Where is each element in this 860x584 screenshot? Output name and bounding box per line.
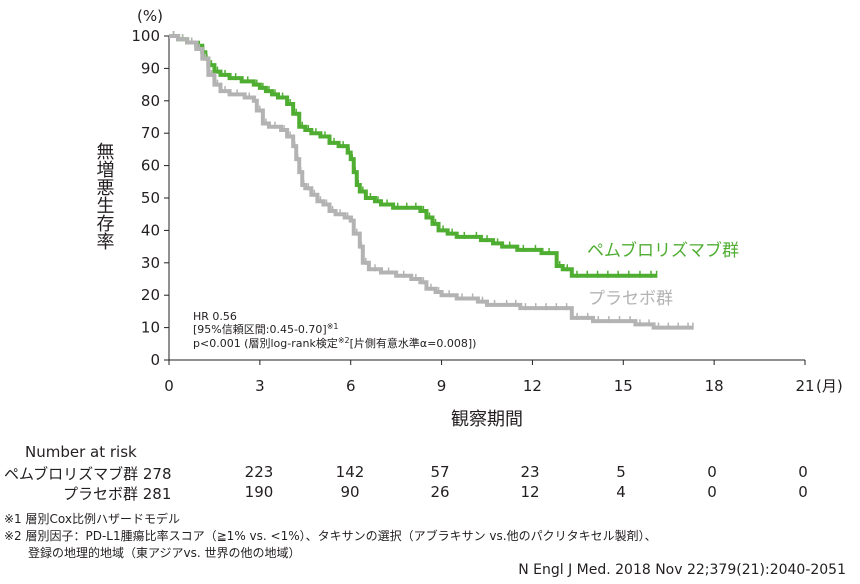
source-citation: N Engl J Med. 2018 Nov 22;379(21):2040-2… bbox=[518, 562, 846, 578]
y-axis-title: 無増悪生存率 bbox=[94, 142, 115, 250]
x-tick-label: 21 bbox=[795, 377, 814, 395]
y-unit-label: (%) bbox=[137, 7, 163, 25]
x-unit-label: (月) bbox=[816, 377, 843, 395]
km-curve-1 bbox=[169, 34, 693, 330]
risk-cell: 190 bbox=[244, 483, 274, 501]
risk-cell: 0 bbox=[707, 483, 717, 501]
legend-placebo: プラセボ群 bbox=[588, 289, 673, 309]
x-tick-label: 12 bbox=[523, 377, 542, 395]
risk-cell: 0 bbox=[798, 483, 808, 501]
footnote-1: ※1 層別Cox比例ハザードモデル bbox=[4, 512, 180, 526]
risk-cell: 57 bbox=[430, 463, 450, 481]
y-tick-label: 70 bbox=[141, 124, 160, 142]
x-tick-label: 3 bbox=[255, 377, 265, 395]
y-tick-label: 20 bbox=[141, 286, 160, 304]
x-tick-label: 6 bbox=[346, 377, 356, 395]
hr-annotation: HR 0.56 bbox=[193, 310, 237, 323]
y-tick-label: 50 bbox=[141, 189, 160, 207]
risk-table-title: Number at risk bbox=[25, 443, 137, 461]
footnote-2: ※2 層別因子：PD-L1腫瘍比率スコア（≧1% vs. <1%）、タキサンの選… bbox=[4, 529, 657, 543]
x-tick-label: 18 bbox=[705, 377, 724, 395]
x-axis-title: 観察期間 bbox=[451, 409, 523, 430]
x-tick-label: 0 bbox=[164, 377, 174, 395]
risk-row-label-pembrolizumab: ペムブロリズマブ群 278 bbox=[4, 465, 172, 483]
risk-cell: 223 bbox=[244, 463, 274, 481]
y-tick-label: 100 bbox=[131, 27, 160, 45]
km-chart: 0 10 20 30 40 50 60 70 80 90 100 0 3 6 9 12 15 18 21 (%) (… bbox=[94, 7, 843, 430]
risk-cell: 4 bbox=[616, 483, 626, 501]
ci-annotation: [95%信頼区間:0.45-0.70]※1 bbox=[193, 322, 339, 336]
footnote-3: 登録の地理的地域（東アジアvs. 世界の他の地域） bbox=[28, 546, 301, 560]
legend-pembrolizumab: ペムブロリズマブ群 bbox=[587, 240, 739, 261]
risk-cell: 142 bbox=[335, 463, 365, 481]
risk-cell: 0 bbox=[798, 463, 808, 481]
y-tick-label: 60 bbox=[141, 157, 160, 175]
risk-cell: 23 bbox=[520, 463, 540, 481]
y-tick-label: 40 bbox=[141, 221, 160, 239]
y-tick-label: 80 bbox=[141, 92, 160, 110]
risk-cell: 26 bbox=[430, 483, 450, 501]
axes: 0 10 20 30 40 50 60 70 80 90 100 0 3 6 9 12 15 18 21 bbox=[131, 27, 814, 395]
y-tick-label: 90 bbox=[141, 59, 160, 77]
censor-marks-1 bbox=[172, 31, 694, 330]
risk-cell: 90 bbox=[340, 483, 360, 501]
risk-cell: 5 bbox=[616, 463, 626, 481]
risk-cell: 0 bbox=[707, 463, 717, 481]
x-tick-label: 15 bbox=[614, 377, 633, 395]
x-tick-label: 9 bbox=[437, 377, 447, 395]
y-tick-label: 10 bbox=[141, 319, 160, 337]
risk-row-label-placebo: プラセボ群 281 bbox=[63, 485, 172, 503]
risk-cell: 12 bbox=[520, 483, 540, 501]
y-tick-label: 30 bbox=[141, 254, 160, 272]
curves bbox=[169, 31, 694, 330]
km-curve-0 bbox=[169, 34, 657, 278]
censor-marks-0 bbox=[172, 31, 658, 278]
p-annotation: p<0.001 (層別log-rank検定※2[片側有意水準α=0.008]) bbox=[193, 336, 476, 350]
y-tick-label: 0 bbox=[150, 351, 160, 369]
